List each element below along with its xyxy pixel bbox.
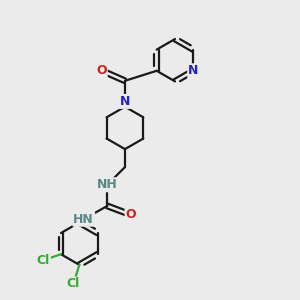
Text: N: N	[188, 64, 199, 77]
Text: Cl: Cl	[67, 278, 80, 290]
Text: O: O	[96, 64, 107, 77]
Text: O: O	[125, 208, 136, 221]
Text: Cl: Cl	[37, 254, 50, 267]
Text: N: N	[120, 95, 130, 108]
Text: NH: NH	[97, 178, 118, 191]
Text: HN: HN	[74, 213, 94, 226]
